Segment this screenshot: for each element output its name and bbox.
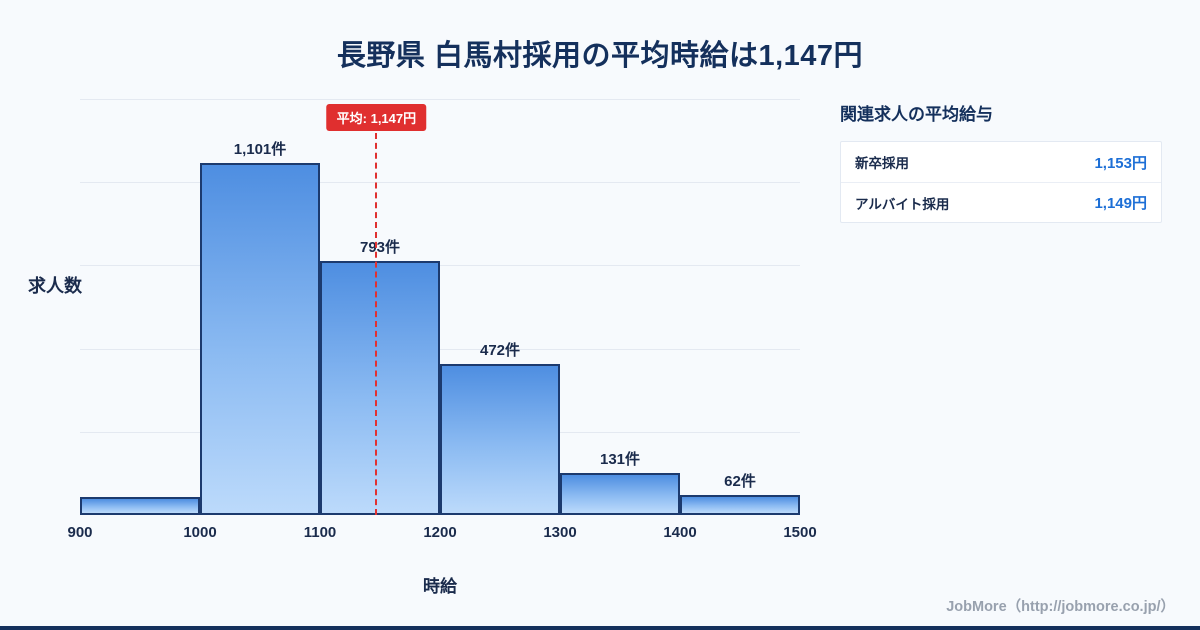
side-panel: 関連求人の平均給与 新卒採用 1,153円 アルバイト採用 1,149円 [840, 100, 1162, 223]
histogram-bar: 793件 [320, 239, 440, 515]
row-value: 1,153円 [1094, 154, 1147, 172]
bar-value-label: 472件 [479, 341, 521, 359]
row-value: 1,149円 [1094, 195, 1147, 212]
mean-badge: 平均: 1,147円 [326, 104, 427, 131]
mean-line [375, 133, 378, 515]
x-tick-label: 1300 [543, 524, 577, 541]
gridline [80, 265, 800, 267]
table-row: アルバイト採用 1,149円 [841, 182, 1161, 222]
y-axis-label: 求人数 [28, 276, 82, 296]
histogram-bar: 1,101件 [200, 141, 320, 515]
x-axis-ticks: 900 1000 1100 1200 1300 1400 1500 [67, 524, 816, 544]
side-panel-title: 関連求人の平均給与 [840, 105, 993, 124]
histogram-bar: 62件 [680, 473, 800, 515]
x-tick-label: 1200 [423, 524, 457, 541]
bar-value-label: 1,101件 [233, 140, 287, 158]
row-label: 新卒採用 [855, 156, 909, 171]
gridline [80, 348, 800, 350]
bar-value-label: 131件 [599, 451, 641, 469]
table-row: 新卒採用 1,153円 [841, 142, 1161, 182]
bar-value-label: 62件 [724, 473, 756, 491]
row-label: アルバイト採用 [855, 196, 950, 212]
x-tick-label: 1000 [183, 524, 217, 541]
bar-value-label: 793件 [359, 239, 401, 257]
page-title: 長野県 白馬村採用の平均時給は1,147円 [336, 40, 864, 72]
histogram-bar: 131件 [560, 451, 680, 515]
x-tick-label: 1100 [303, 524, 337, 541]
footer-credit: JobMore（http://jobmore.co.jp/） [946, 599, 1175, 615]
x-tick-label: 1500 [783, 524, 817, 541]
plot-area: 1,101件 793件 472件 131件 62件 平均: 1,147円 [80, 99, 800, 515]
gridline [80, 182, 800, 184]
gridline [80, 99, 800, 100]
bars: 1,101件 793件 472件 131件 62件 [80, 99, 800, 515]
x-tick-label: 1400 [663, 524, 697, 541]
side-table: 新卒採用 1,153円 アルバイト採用 1,149円 [840, 141, 1162, 223]
x-axis-label: 時給 [423, 577, 457, 596]
bottom-accent-bar [0, 626, 1200, 630]
x-tick-label: 900 [67, 524, 93, 541]
histogram-bar: 472件 [440, 342, 560, 515]
histogram-bar [80, 497, 200, 515]
